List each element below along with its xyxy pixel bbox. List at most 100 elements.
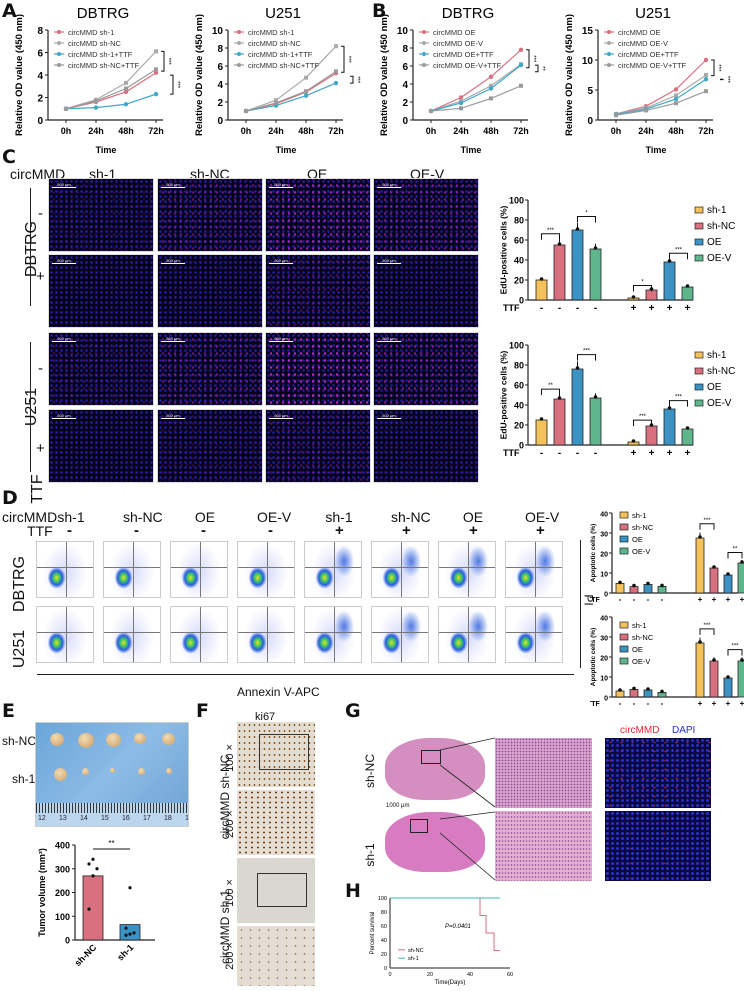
- line-chart-b-u251: U251 0 5 10 15 0h 24h 48h 72h Time Relative OD val…: [564, 5, 730, 155]
- ruler-number: 16: [122, 815, 130, 822]
- svg-text:+: +: [631, 303, 637, 314]
- tumor-shnc: [162, 733, 175, 745]
- bar-chart-tumor-volume: 0 100 200 300 400 Tumor volume (mm³) sh-NC sh-1…: [37, 839, 155, 968]
- flow-ttf-sign: +: [469, 522, 478, 539]
- svg-text:Time: Time: [276, 145, 297, 155]
- svg-text:Time: Time: [96, 145, 117, 155]
- scale-bar: 500 μm: [52, 336, 76, 342]
- scale-bar: 500 μm: [269, 336, 293, 342]
- svg-text:***: ***: [354, 76, 360, 84]
- panel-letter-c: C: [2, 146, 16, 168]
- scale-bar: 500 μm: [52, 413, 76, 419]
- flow-plot: [103, 606, 161, 663]
- ruler-number: 12: [38, 815, 46, 822]
- svg-text:40: 40: [514, 401, 524, 411]
- c-u251-ttf-minus: -: [38, 360, 43, 377]
- svg-text:circMMD OE: circMMD OE: [618, 28, 661, 37]
- panel-letter-g: G: [345, 700, 361, 722]
- svg-text:Time: Time: [646, 145, 667, 155]
- svg-text:circMMD sh-NC+TTF: circMMD sh-NC+TTF: [248, 61, 319, 70]
- flow-plot: [237, 541, 295, 598]
- edu-micrograph: 500 μm: [265, 178, 371, 252]
- svg-text:sh-NC: sh-NC: [408, 948, 424, 954]
- svg-text:TTF: TTF: [503, 448, 520, 458]
- edu-micrograph: 500 μm: [48, 332, 154, 406]
- svg-text:8: 8: [37, 26, 43, 37]
- svg-text:Relative OD value (450 nm): Relative OD value (450 nm): [564, 14, 575, 136]
- svg-text:circMMD sh-NC: circMMD sh-NC: [248, 39, 301, 48]
- svg-text:***: ***: [703, 518, 711, 524]
- svg-text:circMMD OE+TTF: circMMD OE+TTF: [433, 50, 494, 59]
- svg-text:sh-1: sh-1: [115, 942, 135, 962]
- chart-title: DBTRG: [77, 5, 130, 22]
- flow-ttf-sign: +: [335, 522, 344, 539]
- svg-text:4: 4: [37, 71, 43, 82]
- edu-micrograph: 500 μm: [373, 178, 479, 252]
- flow-plot: [371, 606, 429, 663]
- svg-text:40: 40: [467, 972, 473, 978]
- svg-text:**: **: [733, 547, 738, 553]
- flow-plot: [438, 606, 496, 663]
- svg-text:0: 0: [65, 936, 70, 946]
- chart-title: U251: [265, 5, 301, 22]
- flow-col-header: sh-NC: [391, 509, 431, 525]
- svg-text:400: 400: [55, 841, 70, 851]
- scale-bar: 500 μm: [269, 413, 293, 419]
- svg-text:80: 80: [381, 910, 387, 916]
- d-x-axis-label: Annexin V-APC: [237, 685, 320, 699]
- svg-text:+: +: [712, 699, 717, 708]
- svg-text:100: 100: [509, 341, 524, 351]
- svg-text:-: -: [661, 595, 664, 604]
- svg-text:72h: 72h: [148, 126, 164, 136]
- tumor-sh1: [166, 768, 172, 774]
- svg-text:80: 80: [514, 216, 524, 226]
- svg-text:-: -: [540, 303, 543, 314]
- svg-text:circMMD sh-1: circMMD sh-1: [68, 28, 114, 37]
- ruler-number: 13: [59, 815, 67, 822]
- e-row-shnc: sh-NC: [2, 734, 37, 748]
- svg-text:Relative OD value (450 nm): Relative OD value (450 nm): [379, 14, 390, 136]
- svg-text:sh-NC: sh-NC: [632, 633, 654, 642]
- g-legend-circmmd: circMMD: [620, 725, 660, 736]
- tumor-sh1: [110, 768, 115, 773]
- svg-text:OE: OE: [707, 237, 722, 248]
- flow-ttf-sign: +: [536, 522, 545, 539]
- tumor-shnc: [50, 733, 64, 746]
- flow-plot: [304, 606, 362, 663]
- c-dbtrg-ttf-minus: -: [38, 205, 43, 222]
- svg-text:2: 2: [37, 94, 43, 105]
- d-row-circmmd: circMMD: [2, 509, 58, 525]
- edu-micrograph: 500 μm: [157, 409, 263, 483]
- flow-ttf-sign: +: [402, 522, 411, 539]
- svg-text:10: 10: [397, 26, 409, 37]
- flow-plot: [505, 606, 563, 663]
- svg-text:6: 6: [37, 49, 43, 60]
- svg-text:100: 100: [378, 896, 387, 902]
- svg-text:20: 20: [427, 972, 433, 978]
- svg-text:4: 4: [217, 80, 223, 91]
- g-row-sh1: sh-1: [363, 843, 377, 867]
- svg-text:sh-NC: sh-NC: [73, 942, 99, 968]
- tumor-sh1: [54, 768, 67, 781]
- svg-text:Relative OD value (450 nm): Relative OD value (450 nm): [194, 14, 205, 136]
- e-row-sh1: sh-1: [12, 772, 36, 786]
- svg-text:+: +: [740, 595, 744, 604]
- fish-sh1: [605, 811, 711, 881]
- svg-text:***: ***: [639, 414, 647, 420]
- svg-text:TTF: TTF: [503, 303, 520, 313]
- scale-bar: 500 μm: [52, 182, 76, 188]
- svg-text:-: -: [647, 595, 650, 604]
- svg-text:Tumor volume (mm³): Tumor volume (mm³): [37, 848, 47, 937]
- svg-text:72h: 72h: [698, 126, 714, 136]
- svg-text:+: +: [631, 448, 637, 459]
- svg-text:***: ***: [731, 644, 739, 650]
- svg-text:Time: Time: [461, 145, 482, 155]
- tumor-shnc: [78, 733, 94, 748]
- svg-text:2: 2: [402, 98, 408, 109]
- svg-text:+: +: [712, 595, 717, 604]
- ruler-number: 14: [80, 815, 88, 822]
- flow-plot: [438, 541, 496, 598]
- svg-text:circMMD OE-V: circMMD OE-V: [433, 39, 483, 48]
